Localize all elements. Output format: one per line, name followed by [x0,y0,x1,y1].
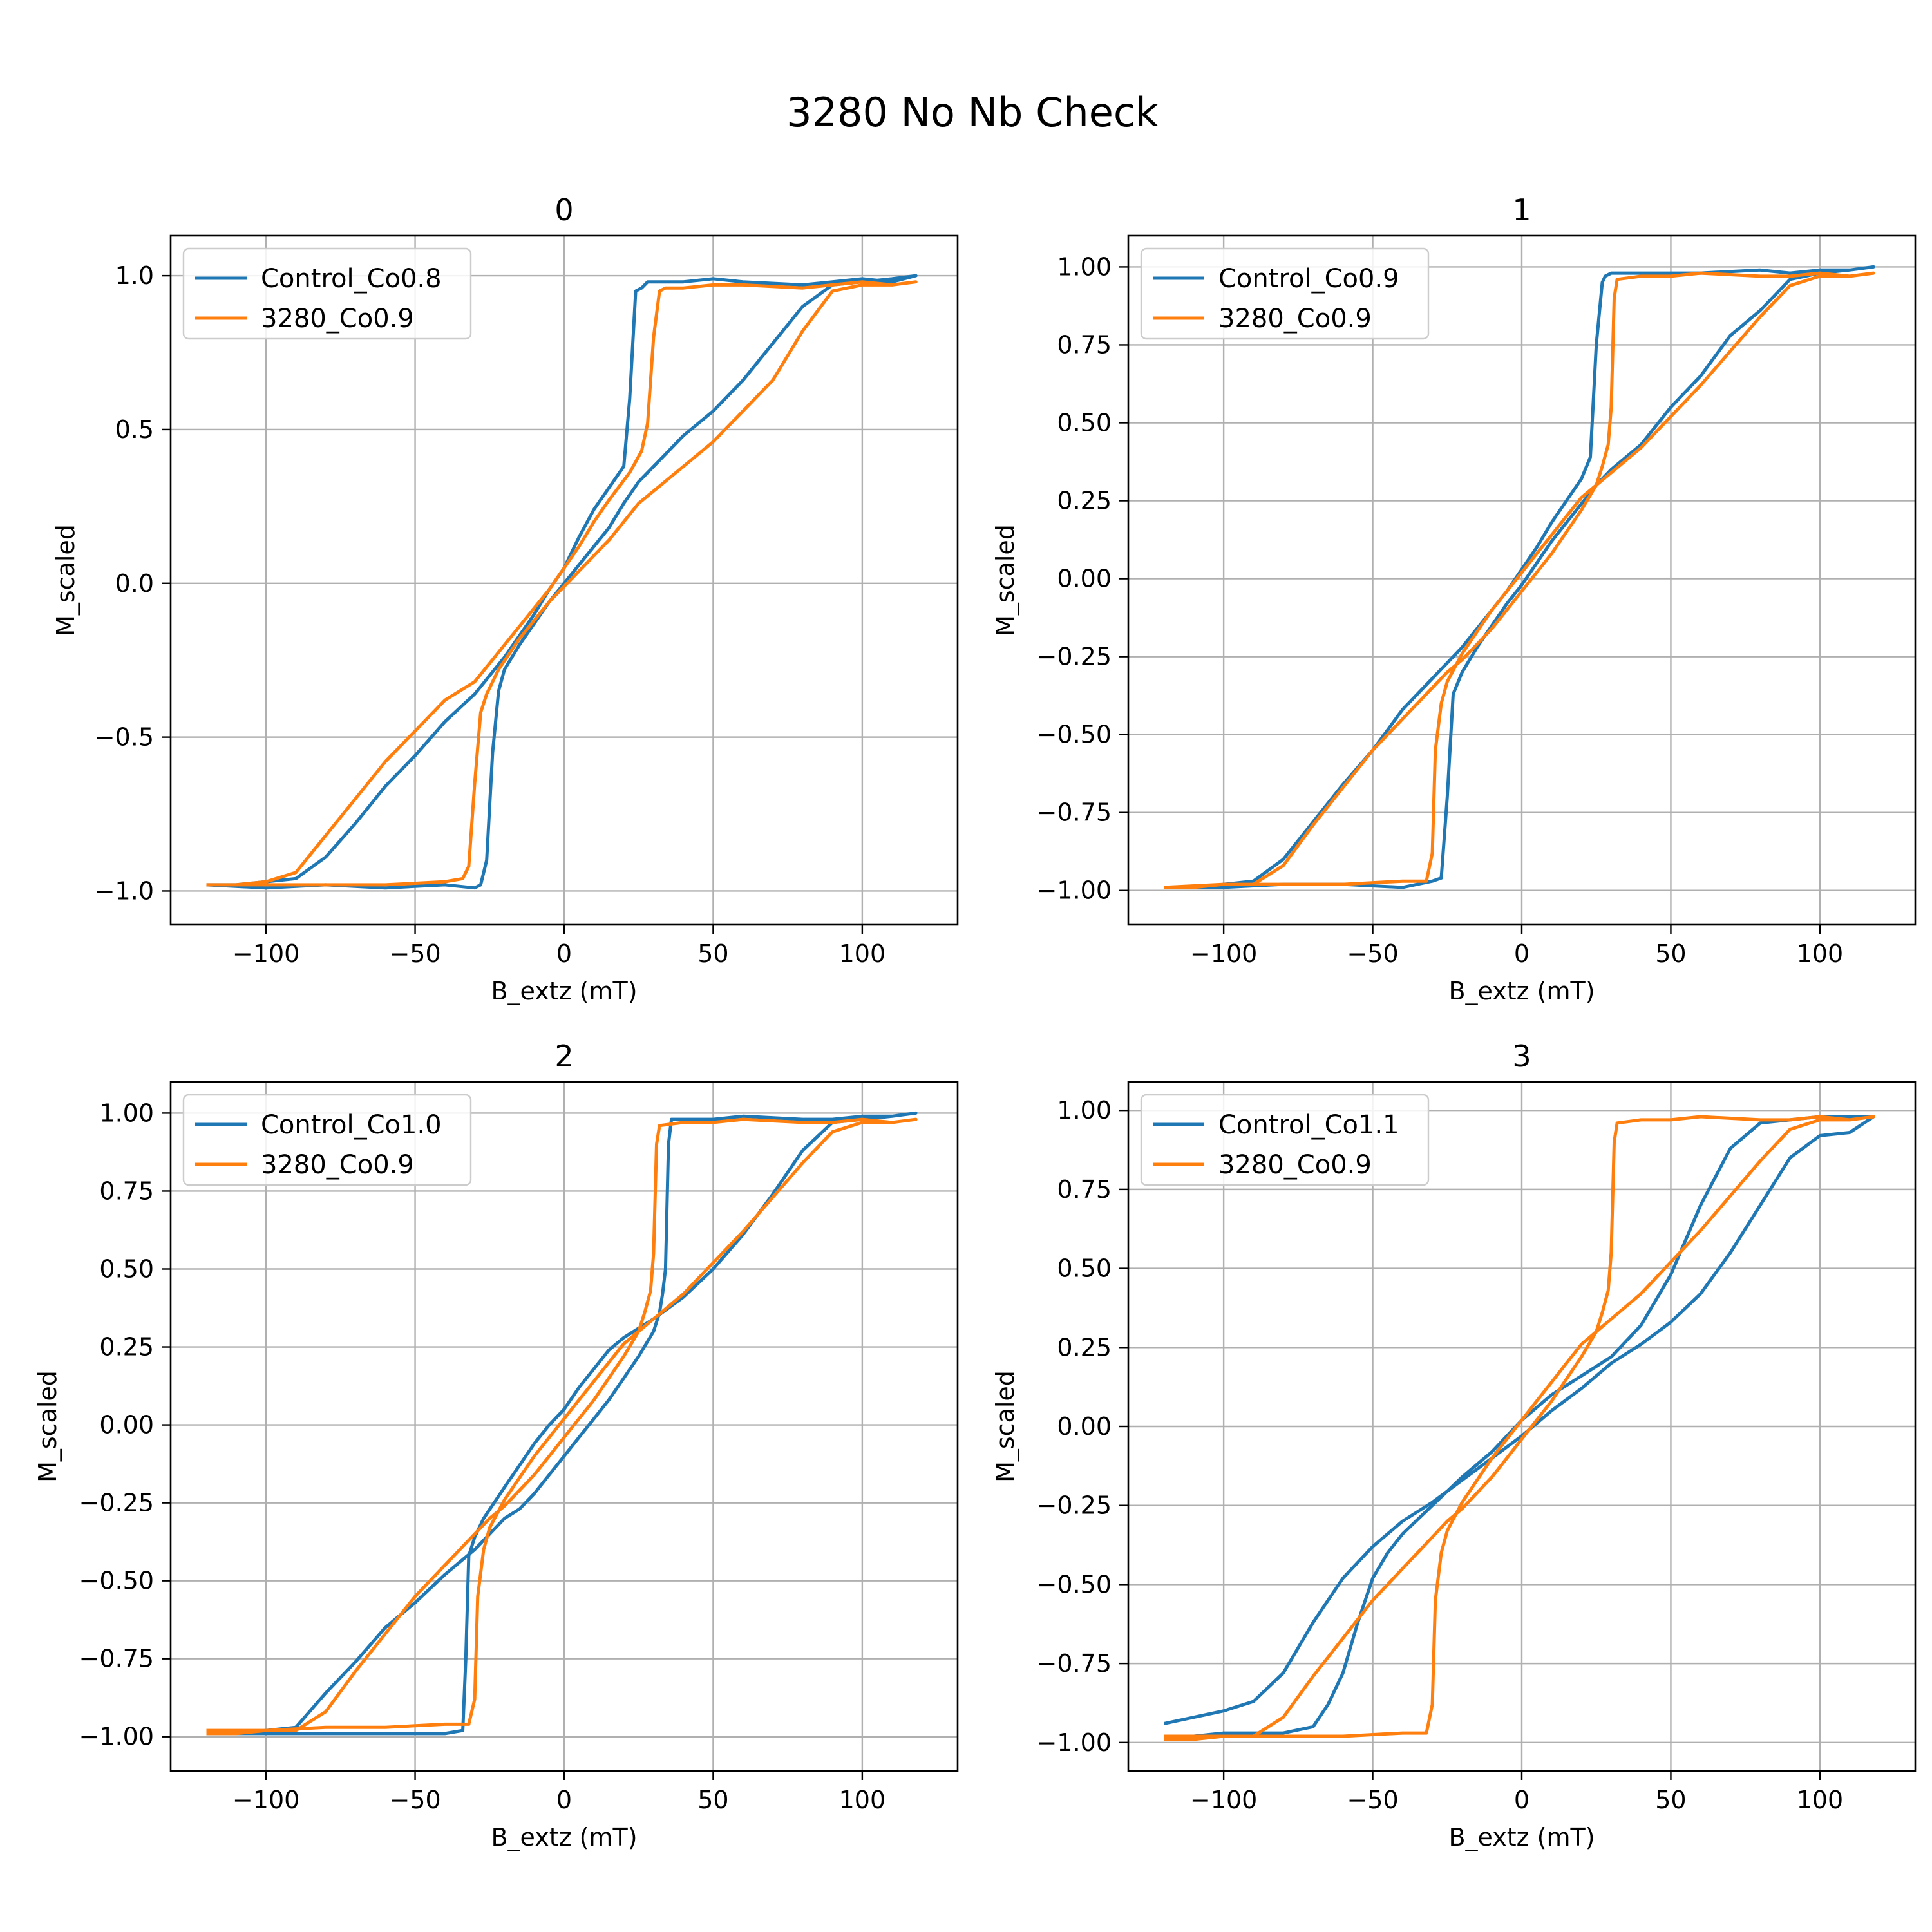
subplot-3: −100 −50 0 50 100 −1.00 −0.75 −0.50 −0.25 0.00 0.2… [991,1039,1917,1852]
series-line-0 [1164,265,1875,889]
y-tick-label: 0.0 [115,569,154,598]
y-axis-label: M_scaled [991,1370,1019,1482]
subplot-title: 0 [554,193,573,227]
x-tick-label: −100 [232,1786,299,1814]
x-axis-label: B_extz (mT) [1448,1823,1595,1852]
y-tick-label: −0.25 [1037,643,1112,671]
legend-label-0: Control_Co0.9 [1218,264,1399,294]
y-tick-label: 0.00 [1057,1412,1112,1441]
x-tick-label: 50 [697,940,728,968]
y-tick-label: 0.25 [1057,487,1112,515]
legend: Control_Co0.8 3280_Co0.9 [182,247,472,340]
y-tick-label: 0.75 [1057,1175,1112,1204]
y-tick-label: −0.75 [1037,1649,1112,1678]
legend-frame [1140,247,1430,340]
y-tick-label: 1.00 [1057,1096,1112,1124]
y-tick-label: −0.25 [79,1489,154,1517]
subplot-title: 1 [1512,193,1531,227]
x-tick-label: 100 [839,1786,886,1814]
series-line-0 [206,1111,918,1736]
subplot-2: −100 −50 0 50 100 −1.00 −0.75 −0.50 −0.25 0.00 0.2… [33,1039,959,1852]
x-tick-label: −50 [389,940,440,968]
y-axis-label: M_scaled [33,1370,62,1482]
series-line-1 [206,1117,918,1736]
legend-label-0: Control_Co1.1 [1218,1110,1399,1140]
y-tick-label: 1.0 [115,261,154,290]
subplot-title: 2 [554,1039,573,1074]
legend-label-1: 3280_Co0.9 [1218,304,1372,334]
legend: Control_Co0.9 3280_Co0.9 [1140,247,1430,340]
y-tick-label: 0.00 [1057,565,1112,593]
y-tick-label: −0.50 [1037,721,1112,749]
subplot-title: 3 [1512,1039,1531,1074]
x-tick-label: −100 [1190,1786,1257,1814]
y-axis-label: M_scaled [52,524,80,636]
series-line-0 [206,274,918,890]
y-tick-label: 0.50 [1057,408,1112,437]
x-axis-label: B_extz (mT) [1448,977,1595,1005]
x-tick-label: −50 [1347,940,1398,968]
series-line-1 [1164,271,1875,889]
y-tick-label: 0.5 [115,415,154,444]
x-tick-label: 50 [1655,940,1686,968]
legend: Control_Co1.1 3280_Co0.9 [1140,1094,1430,1186]
y-tick-label: −0.75 [79,1645,154,1673]
y-tick-label: −0.50 [79,1567,154,1595]
y-tick-label: −1.00 [1037,876,1112,905]
legend-frame [182,1094,472,1186]
y-tick-label: −1.00 [79,1723,154,1751]
y-tick-label: 0.50 [1057,1255,1112,1283]
legend-frame [182,247,472,340]
legend-label-1: 3280_Co0.9 [261,304,414,334]
x-tick-label: 0 [1514,1786,1530,1814]
y-tick-label: −0.75 [1037,799,1112,827]
legend: Control_Co1.0 3280_Co0.9 [182,1094,472,1186]
legend-label-0: Control_Co0.8 [261,264,442,294]
legend-label-0: Control_Co1.0 [261,1110,442,1140]
subplot-1: −100 −50 0 50 100 −1.00 −0.75 −0.50 −0.25 0.00 0.2… [991,193,1917,1005]
x-axis-label: B_extz (mT) [491,977,637,1005]
series-line-1 [1164,1115,1875,1741]
x-tick-label: 50 [1655,1786,1686,1814]
x-tick-label: −100 [1190,940,1257,968]
x-axis-label: B_extz (mT) [491,1823,637,1852]
x-tick-label: −50 [389,1786,440,1814]
y-tick-label: 0.25 [99,1333,154,1361]
y-tick-label: −0.25 [1037,1492,1112,1520]
subplot-grid: −100 −50 0 50 100−1.0−0.50.00.51.00B_extz (m… [33,193,1917,1852]
y-tick-label: −1.0 [95,876,154,905]
legend-label-1: 3280_Co0.9 [261,1150,414,1180]
x-tick-label: −100 [232,940,299,968]
y-axis-label: M_scaled [991,524,1019,636]
x-tick-label: 0 [556,1786,572,1814]
x-tick-label: 100 [1797,940,1844,968]
x-tick-label: 50 [697,1786,728,1814]
y-tick-label: 1.00 [1057,252,1112,281]
x-tick-label: 100 [839,940,886,968]
subplot-0: −100 −50 0 50 100 −1.0 −0.5 0.0 0.5 1.0 0 B_extz (m… [52,193,959,1005]
y-tick-label: 0.75 [99,1177,154,1205]
figure-suptitle: 3280 No Nb Check [786,89,1159,136]
y-tick-label: −0.5 [95,723,154,752]
y-tick-label: 0.25 [1057,1333,1112,1361]
y-tick-label: 1.00 [99,1099,154,1127]
y-tick-label: 0.50 [99,1255,154,1283]
x-tick-label: 0 [556,940,572,968]
x-tick-label: 0 [1514,940,1530,968]
y-tick-label: 0.75 [1057,330,1112,359]
x-tick-label: 100 [1797,1786,1844,1814]
series-line-1 [206,280,918,887]
y-tick-label: −0.50 [1037,1570,1112,1598]
y-tick-label: 0.00 [99,1411,154,1439]
legend-frame [1140,1094,1430,1186]
y-tick-label: −1.00 [1037,1728,1112,1757]
x-tick-label: −50 [1347,1786,1398,1814]
legend-label-1: 3280_Co0.9 [1218,1150,1372,1180]
